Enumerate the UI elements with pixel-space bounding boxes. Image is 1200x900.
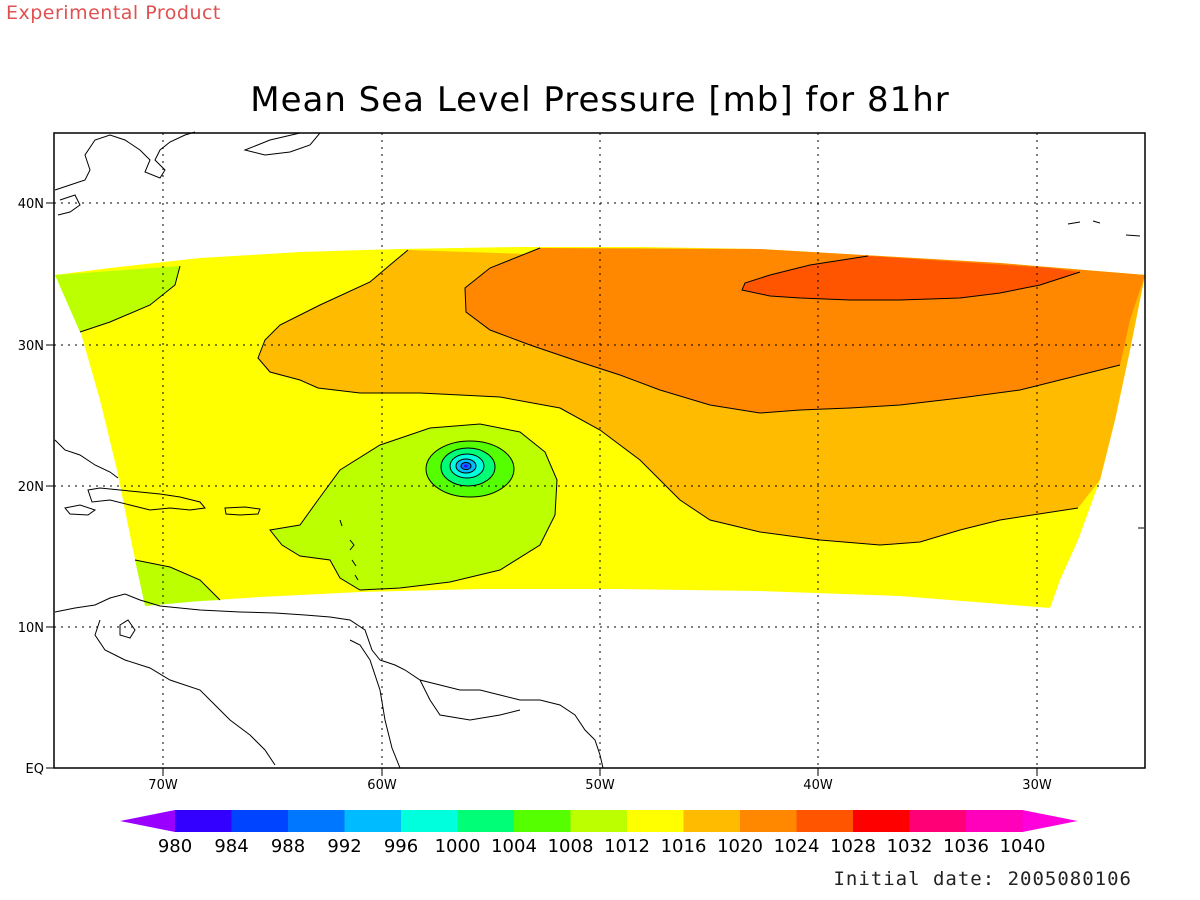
initial-date: Initial date: 2005080106 bbox=[833, 868, 1132, 890]
coastline-cuba bbox=[54, 439, 119, 479]
coastline-islands-east-1 bbox=[1067, 221, 1081, 225]
colorbar-swatch bbox=[514, 810, 571, 832]
isobar-1000 bbox=[449, 453, 485, 479]
coastline-newfoundland bbox=[243, 132, 322, 156]
coastline-nova-scotia bbox=[57, 194, 81, 216]
isobar-1024 bbox=[741, 255, 1081, 301]
colorbar-swatch bbox=[457, 810, 515, 832]
colorbar-arrow-high bbox=[1022, 810, 1078, 832]
colorbar-label: 1020 bbox=[717, 836, 763, 857]
colorbar-swatch bbox=[627, 810, 684, 832]
experimental-product-tag: Experimental Product bbox=[6, 2, 221, 24]
colorbar bbox=[120, 810, 1078, 832]
colorbar-label: 1024 bbox=[774, 836, 820, 857]
lon-label-70w: 70W bbox=[148, 778, 178, 793]
colorbar-swatch bbox=[909, 810, 967, 832]
colorbar-swatch bbox=[231, 810, 289, 832]
coastline-lesser-antilles-1 bbox=[339, 519, 343, 527]
colorbar-labels: 980 984 988 992 996 1000 1004 1008 1012 1016 1020 1… bbox=[158, 836, 1046, 857]
fill-1024-1028 bbox=[742, 256, 1080, 300]
coastline-orinoco-delta bbox=[349, 639, 401, 769]
isobar-1012-sw bbox=[134, 559, 221, 601]
colorbar-label: 988 bbox=[271, 836, 305, 857]
isobar-1016 bbox=[257, 249, 1079, 546]
coastline-south-america bbox=[54, 593, 604, 769]
isobar-1008 bbox=[425, 440, 515, 498]
colorbar-label: 1016 bbox=[661, 836, 707, 857]
coastline-south-america-interior bbox=[94, 619, 276, 766]
colorbar-label: 984 bbox=[214, 836, 248, 857]
colorbar-swatch bbox=[966, 810, 1023, 832]
fill-1008-1012-nw bbox=[55, 266, 180, 332]
colorbar-label: 1028 bbox=[830, 836, 876, 857]
colorbar-label: 996 bbox=[384, 836, 418, 857]
lat-label-20n: 20N bbox=[18, 480, 44, 495]
colorbar-swatch bbox=[401, 810, 458, 832]
lon-label-40w: 40W bbox=[803, 778, 833, 793]
coastline-jamaica bbox=[64, 504, 97, 516]
coastline-lesser-antilles-2 bbox=[349, 539, 355, 551]
isobar-lines bbox=[79, 247, 1121, 601]
colorbar-swatch bbox=[288, 810, 345, 832]
lat-label-30n: 30N bbox=[18, 339, 44, 354]
colorbar-swatch bbox=[570, 810, 628, 832]
coastline-guyana bbox=[419, 679, 521, 721]
isobar-1012-storm bbox=[269, 423, 558, 591]
lat-label-10n: 10N bbox=[18, 621, 44, 636]
map-title: Mean Sea Level Pressure [mb] for 81hr bbox=[250, 80, 950, 120]
coastline-lake-maracaibo bbox=[119, 619, 136, 639]
colorbar-swatch bbox=[853, 810, 910, 832]
axis-ticks bbox=[46, 202, 1038, 776]
latitude-labels: 40N 30N 20N 10N EQ bbox=[18, 197, 44, 777]
colorbar-swatch bbox=[740, 810, 797, 832]
colorbar-label: 1008 bbox=[548, 836, 594, 857]
isobar-1012-nw bbox=[79, 265, 181, 333]
isobar-996 bbox=[455, 458, 477, 474]
colorbar-swatch bbox=[683, 810, 741, 832]
coastlines bbox=[54, 131, 1144, 769]
lat-label-eq: EQ bbox=[26, 762, 44, 777]
colorbar-label: 992 bbox=[327, 836, 361, 857]
colorbar-label: 1032 bbox=[887, 836, 933, 857]
pressure-fill-layer bbox=[55, 247, 1145, 608]
fill-1008-1012-sw bbox=[135, 560, 220, 606]
lat-label-40n: 40N bbox=[18, 197, 44, 212]
longitude-labels: 70W 60W 50W 40W 30W bbox=[148, 778, 1052, 793]
colorbar-label: 1012 bbox=[604, 836, 650, 857]
lon-label-60w: 60W bbox=[367, 778, 397, 793]
coastline-islands-east-2 bbox=[1092, 220, 1101, 224]
isobar-992 bbox=[460, 462, 472, 470]
coastline-north-america bbox=[54, 131, 196, 191]
colorbar-label: 1036 bbox=[943, 836, 989, 857]
lon-label-30w: 30W bbox=[1022, 778, 1052, 793]
coastline-lesser-antilles-3 bbox=[351, 559, 357, 567]
colorbar-label: 1000 bbox=[435, 836, 481, 857]
colorbar-arrow-low bbox=[120, 810, 175, 832]
colorbar-swatch bbox=[796, 810, 854, 832]
colorbar-swatch bbox=[344, 810, 402, 832]
coastline-islands-east-3 bbox=[1125, 234, 1141, 237]
colorbar-label: 1040 bbox=[1000, 836, 1046, 857]
coastline-puerto-rico bbox=[224, 506, 261, 516]
lon-label-50w: 50W bbox=[585, 778, 615, 793]
coastline-hispaniola bbox=[87, 487, 206, 511]
colorbar-label: 1004 bbox=[491, 836, 537, 857]
colorbar-swatch bbox=[175, 810, 232, 832]
fill-984-988 bbox=[464, 464, 468, 468]
map-grid bbox=[54, 133, 1145, 768]
isobar-1020 bbox=[464, 247, 1121, 414]
coastline-lesser-antilles-4 bbox=[354, 574, 359, 581]
colorbar-label: 980 bbox=[158, 836, 192, 857]
